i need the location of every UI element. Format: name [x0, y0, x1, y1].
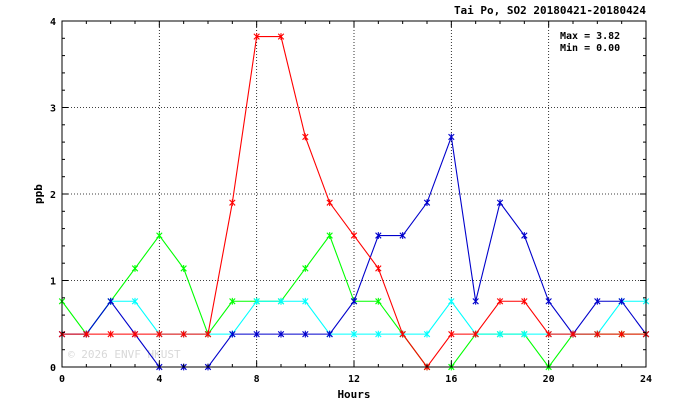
data-point [277, 33, 285, 40]
data-point [569, 330, 577, 338]
data-point [156, 330, 163, 338]
stat-max: Max = 3.82 [560, 31, 620, 42]
data-point [399, 232, 406, 239]
x-axis-label: Hours [337, 388, 370, 401]
data-point [618, 330, 625, 338]
stat-min: Min = 0.00 [560, 42, 620, 54]
data-point [277, 330, 285, 338]
data-point [83, 330, 90, 338]
data-point [594, 330, 601, 338]
y-tick-label: 0 [50, 363, 56, 374]
data-point [472, 297, 479, 305]
data-point [375, 232, 382, 239]
data-point [229, 297, 236, 305]
y-axis-label: ppb [32, 184, 45, 204]
data-point [399, 330, 406, 338]
data-point [204, 330, 212, 338]
x-tick-label: 4 [156, 374, 162, 385]
watermark: © 2026 ENVF HKUST [68, 348, 181, 361]
x-tick-label: 12 [348, 374, 360, 385]
data-point [521, 232, 528, 239]
data-point [350, 297, 358, 305]
data-point [107, 297, 114, 305]
data-point [350, 330, 358, 338]
data-point [448, 330, 455, 338]
data-point [448, 297, 455, 305]
data-point [423, 199, 431, 207]
data-point [302, 297, 309, 305]
data-point [496, 330, 504, 338]
data-point [180, 264, 187, 272]
data-point [521, 297, 528, 305]
data-point [521, 330, 528, 338]
x-tick-label: 16 [445, 374, 457, 385]
data-point [496, 199, 504, 207]
data-point [545, 330, 552, 338]
data-point [253, 297, 260, 305]
data-point [496, 297, 504, 305]
x-tick-label: 20 [543, 374, 555, 385]
data-point [302, 264, 309, 272]
data-point [229, 199, 236, 207]
data-point [326, 199, 333, 207]
data-point [350, 232, 358, 239]
data-point [594, 297, 601, 305]
data-point [131, 264, 139, 272]
data-point [253, 33, 260, 40]
data-point [545, 297, 552, 305]
x-tick-label: 0 [59, 374, 65, 385]
data-point [375, 264, 382, 272]
y-tick-label: 2 [50, 190, 56, 201]
data-point [229, 330, 236, 338]
data-point [180, 330, 187, 338]
data-point [253, 330, 260, 338]
data-point [131, 297, 139, 305]
data-point [326, 232, 333, 239]
data-point [375, 297, 382, 305]
data-point [375, 330, 382, 338]
data-point [472, 330, 479, 338]
data-point [107, 330, 114, 338]
data-point [618, 297, 625, 305]
data-point [156, 232, 163, 239]
grid [62, 21, 646, 367]
data-point [277, 297, 285, 305]
x-tick-label: 24 [640, 374, 652, 385]
x-tick-label: 8 [254, 374, 260, 385]
data-point [131, 330, 139, 338]
data-point [302, 133, 309, 141]
data-point [302, 330, 309, 338]
y-tick-label: 1 [50, 277, 56, 288]
data-point [423, 330, 431, 338]
y-tick-label: 4 [50, 17, 56, 28]
data-point [326, 330, 333, 338]
y-tick-label: 3 [50, 104, 56, 115]
data-point [448, 133, 455, 141]
chart-title: Tai Po, SO2 20180421-20180424 [454, 4, 646, 17]
